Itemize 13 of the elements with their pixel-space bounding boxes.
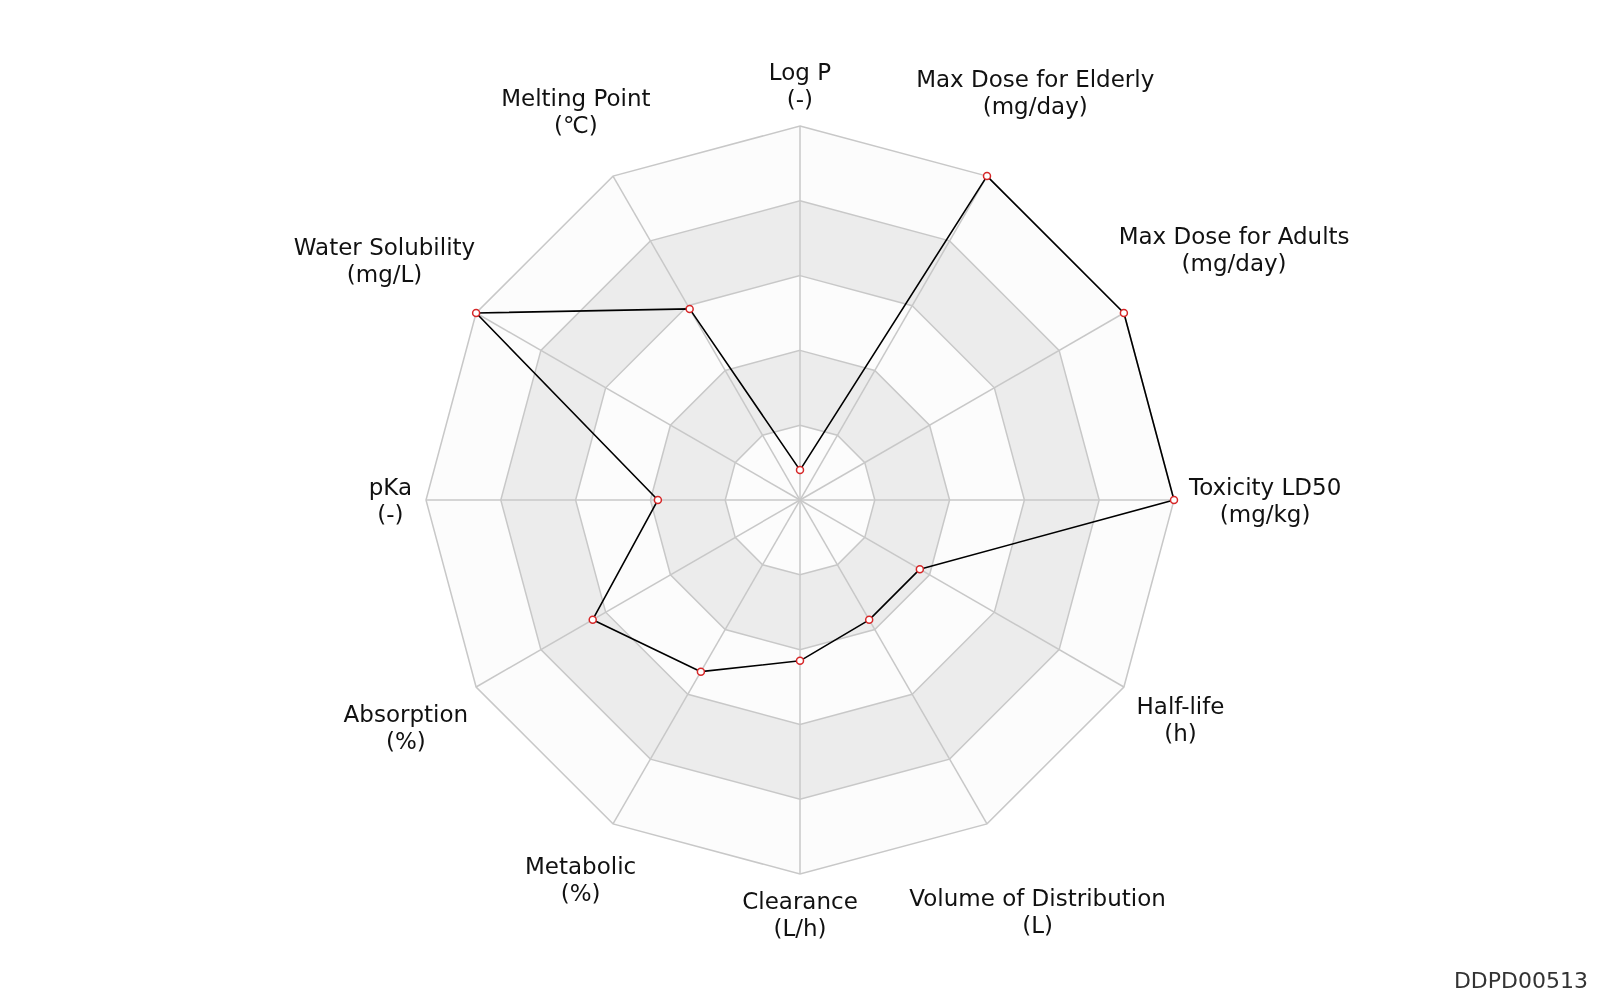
text: DDPD00513 [1453,968,1588,993]
spoke-label: Water Solubility (mg/L) [293,233,476,287]
spoke-label: Melting Point (℃) [501,85,651,139]
spoke-label: Clearance (L/h) [742,888,858,941]
spoke-label: Max Dose for Adults (mg/day) [1118,222,1350,276]
spoke-label: pKa (-) [368,473,412,527]
spoke-label: Half-life (h) [1136,693,1225,747]
spoke-label: Volume of Distribution (L) [909,884,1166,938]
spoke-label: Log P (-) [768,59,832,112]
spoke-label: Metabolic (%) [525,853,637,907]
spoke-label: Toxicity LD50 (mg/kg) [1188,473,1342,527]
spoke-label: Max Dose for Elderly (mg/day) [916,66,1155,120]
spoke-label: Absorption (%) [343,701,469,755]
